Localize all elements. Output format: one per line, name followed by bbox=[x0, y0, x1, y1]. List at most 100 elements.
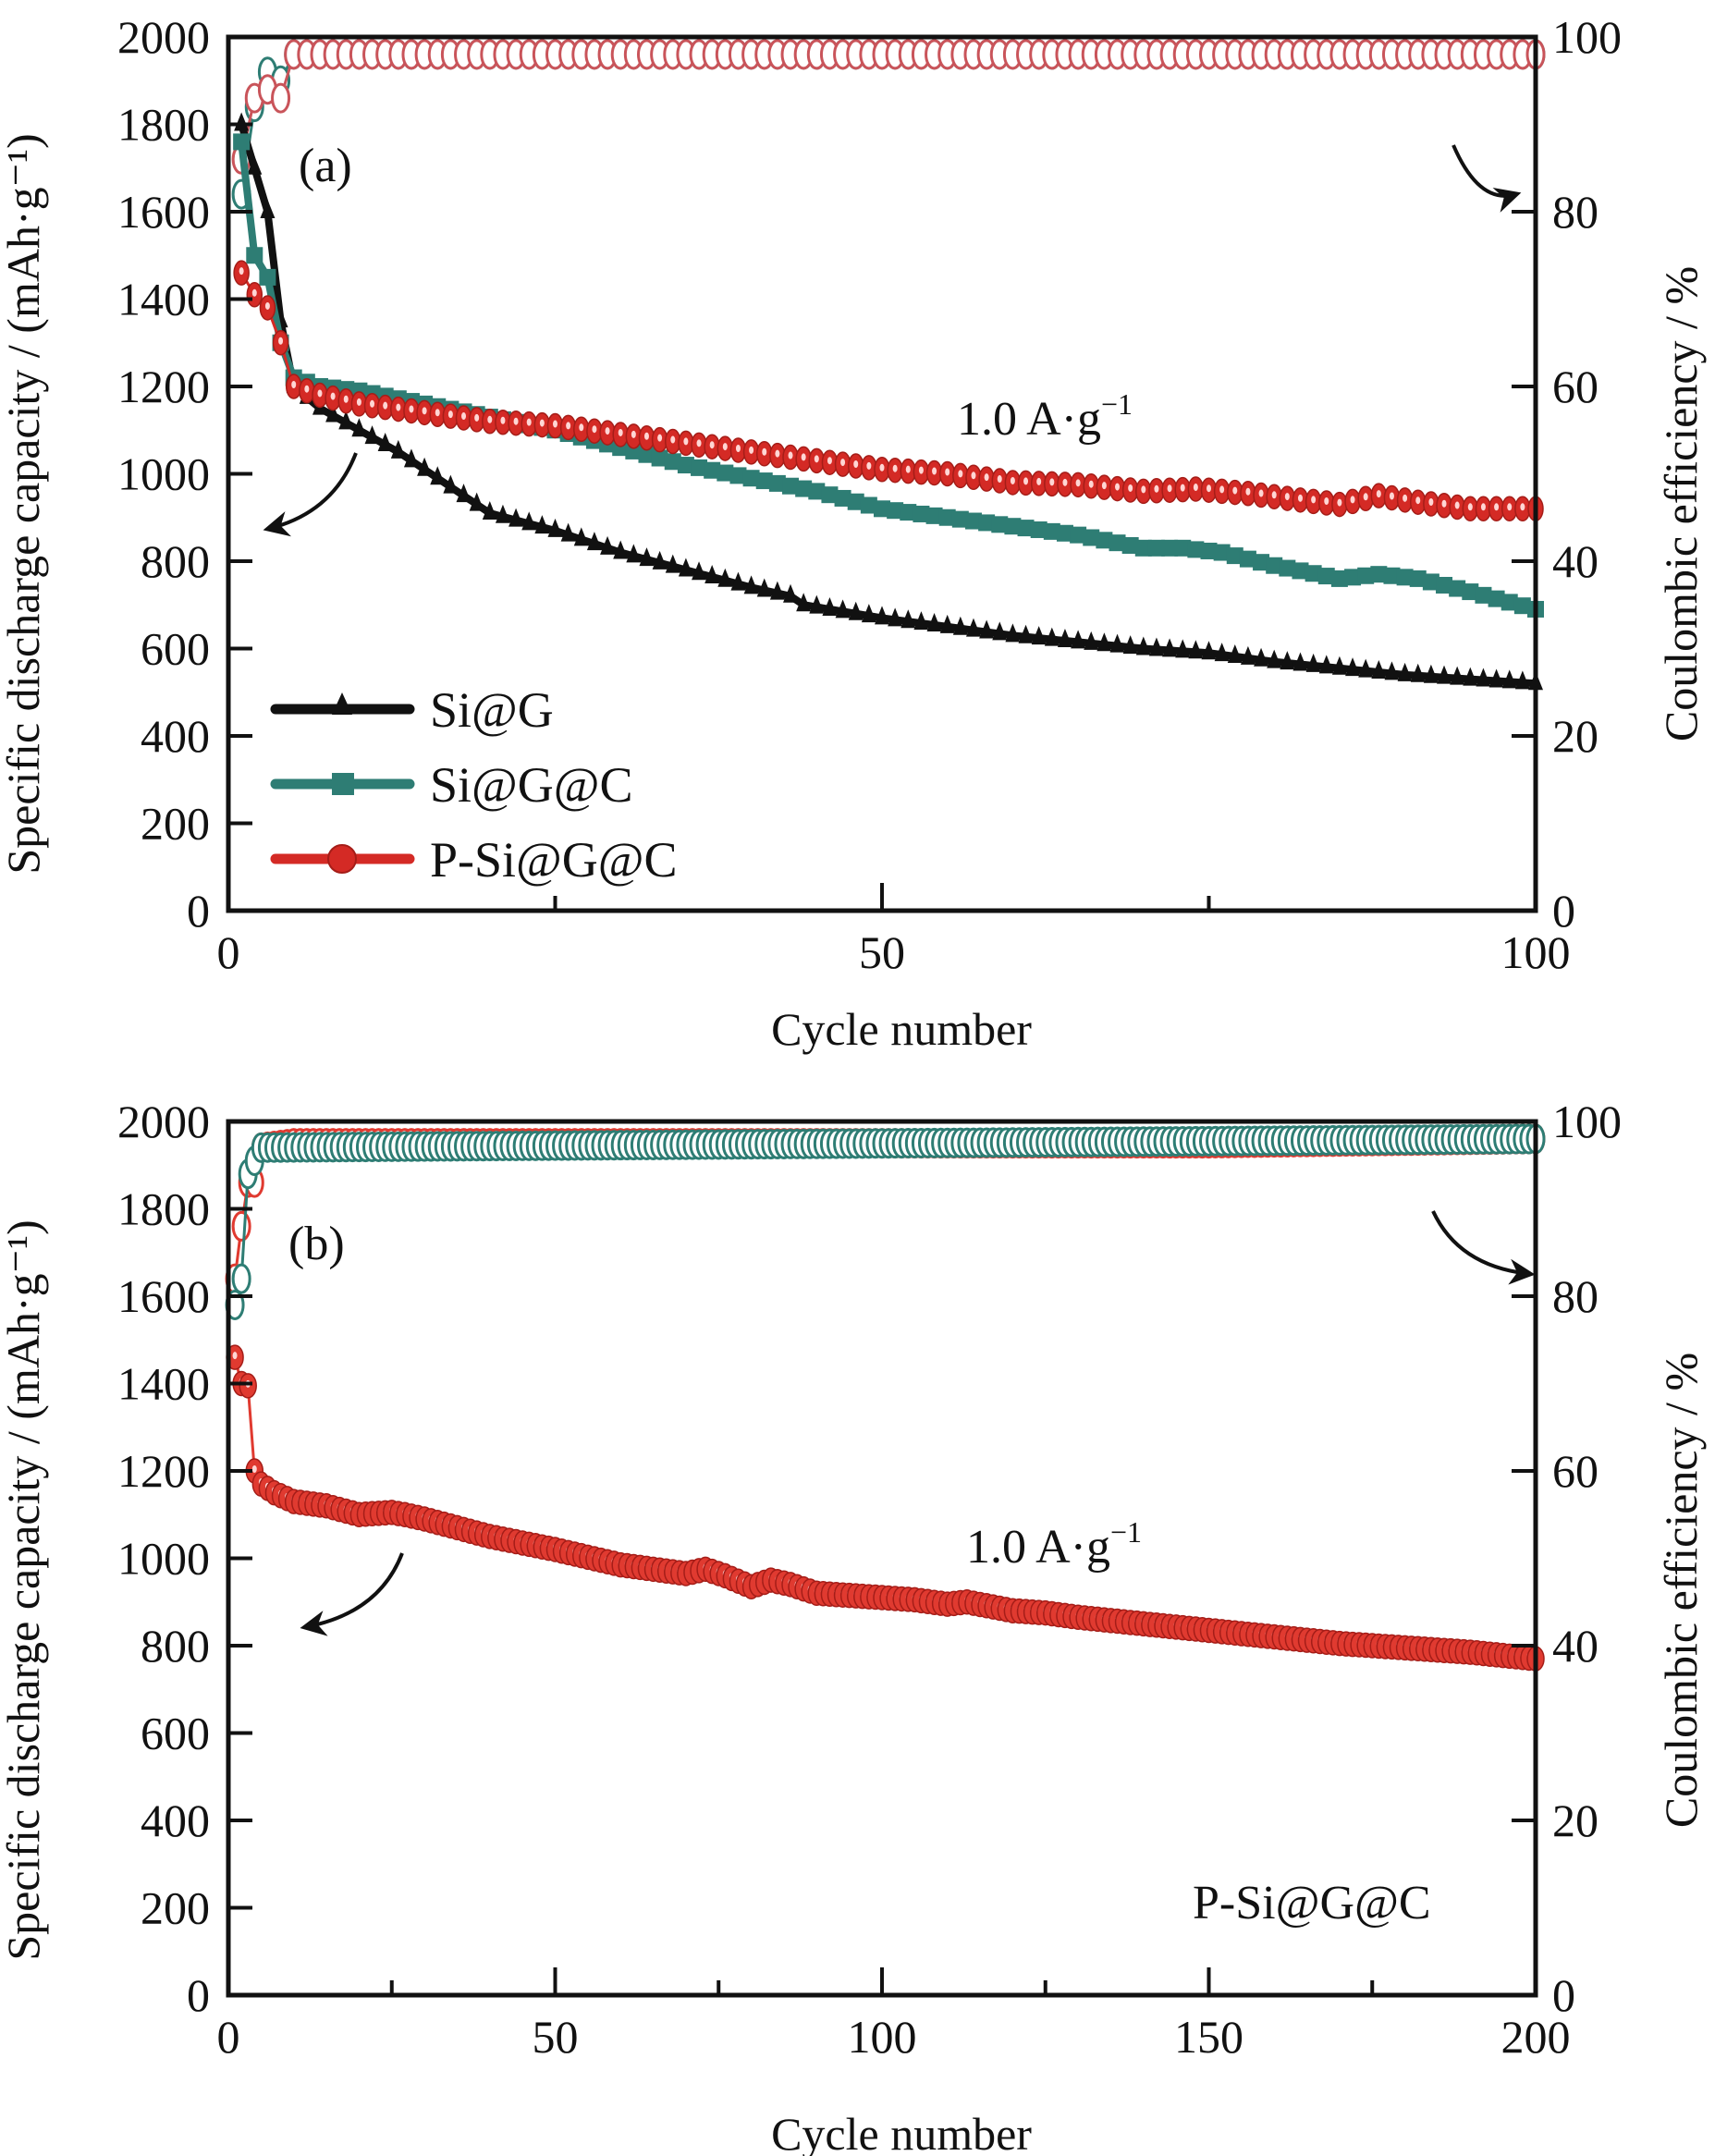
data-point bbox=[247, 155, 263, 175]
y2-tick-label: 80 bbox=[1552, 186, 1599, 238]
marker-highlight bbox=[918, 466, 924, 474]
data-point bbox=[1084, 631, 1099, 650]
data-point bbox=[246, 247, 263, 264]
data-point bbox=[979, 619, 995, 639]
data-point bbox=[1449, 580, 1466, 597]
marker-highlight bbox=[232, 1352, 238, 1360]
marker-highlight bbox=[788, 451, 793, 459]
current-density-label-b: 1.0 A·g−1 bbox=[966, 1515, 1142, 1574]
panel-b: 0200400600800100012001400160018002000020… bbox=[0, 1096, 1707, 2156]
data-point bbox=[875, 606, 889, 625]
marker-highlight bbox=[1128, 484, 1133, 492]
marker-highlight bbox=[984, 473, 989, 482]
data-point bbox=[403, 448, 419, 468]
data-point bbox=[965, 618, 981, 637]
data-point bbox=[1083, 529, 1100, 546]
data-point bbox=[626, 544, 642, 563]
x-axis-title-a: Cycle number bbox=[771, 1003, 1032, 1055]
marker-highlight bbox=[892, 464, 898, 472]
marker-highlight bbox=[1415, 496, 1421, 505]
data-point bbox=[704, 461, 721, 479]
data-point bbox=[900, 504, 917, 521]
y-tick-label: 1400 bbox=[117, 274, 210, 325]
legend-marker bbox=[327, 844, 357, 874]
marker-highlight bbox=[264, 301, 270, 310]
data-point bbox=[1174, 539, 1192, 557]
data-point bbox=[1436, 576, 1453, 594]
marker-highlight bbox=[474, 413, 480, 422]
data-point bbox=[259, 268, 276, 286]
marker-highlight bbox=[1167, 484, 1172, 493]
marker-highlight bbox=[1010, 476, 1015, 484]
data-point bbox=[1214, 643, 1230, 662]
marker-highlight bbox=[1284, 493, 1290, 501]
data-point bbox=[521, 511, 537, 531]
data-point bbox=[743, 575, 759, 594]
data-point bbox=[271, 82, 291, 114]
marker-highlight bbox=[370, 399, 375, 408]
marker-highlight bbox=[1101, 482, 1107, 490]
marker-highlight bbox=[1454, 501, 1460, 509]
marker-highlight bbox=[971, 472, 976, 480]
marker-highlight bbox=[1507, 503, 1513, 511]
legend-item: Si@G bbox=[270, 682, 554, 738]
data-point bbox=[978, 514, 996, 532]
marker-highlight bbox=[579, 423, 584, 432]
y-tick-label: 0 bbox=[187, 1969, 210, 2021]
series-line bbox=[233, 1137, 1537, 1305]
marker-highlight bbox=[631, 430, 636, 438]
data-point bbox=[443, 474, 459, 494]
data-point bbox=[586, 532, 602, 551]
data-point bbox=[233, 133, 251, 151]
data-point bbox=[573, 527, 589, 546]
marker-highlight bbox=[1403, 494, 1408, 502]
marker-highlight bbox=[722, 443, 728, 451]
marker-highlight bbox=[1258, 489, 1264, 497]
marker-highlight bbox=[853, 459, 859, 468]
y-tick-label: 1000 bbox=[117, 448, 210, 500]
data-point bbox=[691, 459, 708, 476]
marker-highlight bbox=[1480, 503, 1486, 511]
y2-axis-title-b: Coulombic efficiency / % bbox=[1655, 1353, 1707, 1828]
data-point bbox=[795, 480, 813, 497]
marker-highlight bbox=[1088, 480, 1094, 488]
data-point bbox=[652, 550, 668, 570]
data-point bbox=[1253, 554, 1270, 571]
marker-highlight bbox=[1115, 483, 1121, 491]
data-point bbox=[338, 410, 354, 430]
data-point bbox=[964, 512, 982, 530]
marker-highlight bbox=[1350, 496, 1355, 504]
data-point bbox=[1240, 645, 1256, 665]
arrow-to-right-axis-a bbox=[1452, 144, 1522, 213]
marker-highlight bbox=[1494, 503, 1500, 511]
data-point bbox=[717, 464, 734, 482]
y2-tick-label: 0 bbox=[1552, 885, 1575, 937]
data-point bbox=[755, 472, 773, 490]
marker-highlight bbox=[1428, 497, 1434, 506]
data-point bbox=[926, 612, 942, 631]
legend-label: Si@G@C bbox=[430, 757, 633, 813]
data-point bbox=[1344, 569, 1362, 586]
data-point bbox=[495, 504, 510, 523]
plot-frame-b bbox=[226, 1119, 1538, 1998]
marker-highlight bbox=[643, 432, 649, 440]
data-point bbox=[692, 561, 707, 581]
data-point bbox=[1345, 657, 1361, 677]
series-line bbox=[239, 53, 1536, 195]
marker-highlight bbox=[566, 422, 571, 430]
data-point bbox=[1005, 623, 1021, 643]
y-tick-label: 1200 bbox=[117, 1445, 210, 1497]
data-point bbox=[678, 557, 693, 577]
marker-highlight bbox=[814, 455, 819, 463]
marker-highlight bbox=[618, 428, 623, 436]
marker-highlight bbox=[396, 403, 401, 411]
x-tick-label: 0 bbox=[217, 2011, 240, 2063]
marker-highlight bbox=[1324, 497, 1329, 505]
data-point bbox=[1462, 583, 1479, 601]
marker-highlight bbox=[866, 461, 872, 470]
data-point bbox=[768, 474, 786, 492]
y-tick-label: 1600 bbox=[117, 186, 210, 238]
data-point bbox=[1018, 624, 1034, 643]
marker-highlight bbox=[605, 427, 610, 435]
